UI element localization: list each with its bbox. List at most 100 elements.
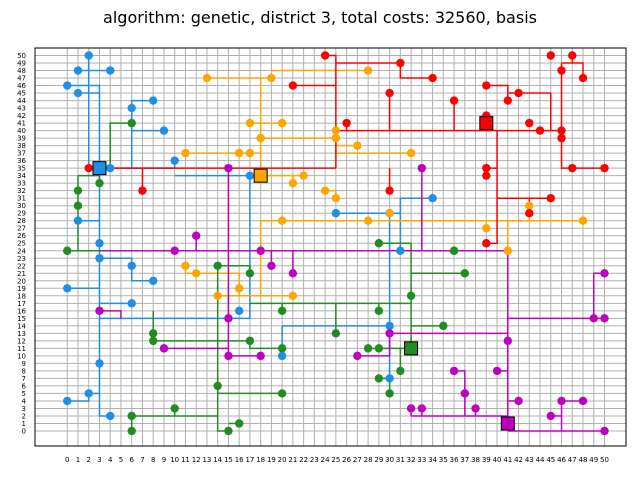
red-house-point (482, 81, 491, 90)
y-tick-label: 43 (17, 105, 26, 113)
y-tick-label: 19 (17, 285, 26, 293)
green-house-point (63, 246, 72, 255)
y-tick-label: 11 (17, 345, 26, 353)
magenta-house-point (191, 231, 201, 240)
x-tick-label: 45 (546, 456, 555, 464)
magenta-house-point (95, 306, 104, 316)
x-tick-label: 11 (181, 456, 190, 464)
magenta-house-point (514, 396, 523, 406)
orange-house-point (525, 201, 534, 210)
y-tick-label: 14 (17, 322, 26, 330)
y-tick-label: 44 (17, 97, 26, 105)
magenta-cable-line (507, 272, 605, 320)
x-tick-label: 34 (428, 456, 437, 464)
y-tick-label: 9 (22, 360, 26, 368)
green-house-point (374, 344, 384, 353)
green-house-point (127, 426, 136, 436)
magenta-house-point (600, 269, 609, 278)
red-house-point (428, 73, 437, 83)
y-tick-label: 22 (17, 262, 26, 270)
red-cable-line (486, 84, 509, 101)
x-tick-label: 22 (299, 456, 308, 464)
y-tick-label: 30 (17, 202, 26, 210)
x-tick-label: 25 (331, 456, 340, 464)
plot-frame (34, 47, 627, 447)
magenta-house-point (353, 351, 362, 361)
orange-house-point (353, 141, 362, 150)
green-house-point (245, 269, 255, 278)
y-tick-label: 36 (17, 157, 26, 165)
y-tick-label: 50 (17, 52, 26, 60)
red-cable-line (560, 63, 605, 169)
x-tick-label: 39 (482, 456, 491, 464)
green-house-point (460, 269, 470, 278)
y-tick-label: 3 (22, 405, 26, 413)
green-house-point (245, 336, 255, 346)
orange-house-point (245, 148, 255, 158)
magenta-house-point (589, 314, 598, 323)
green-cable-line (109, 122, 132, 169)
green-house-point (234, 419, 244, 428)
green-house-point (277, 306, 287, 316)
x-tick-label: 17 (245, 456, 254, 464)
blue-house-point (95, 239, 104, 248)
y-tick-label: 46 (17, 82, 26, 90)
orange-house-point (277, 216, 287, 225)
x-tick-label: 12 (192, 456, 201, 464)
blue-house-point (63, 81, 72, 90)
green-house-point (374, 306, 384, 316)
orange-house-point (213, 291, 222, 301)
blue-house-point (95, 254, 104, 263)
red-house-point (449, 96, 459, 105)
x-tick-label: 15 (224, 456, 233, 464)
x-tick-label: 8 (151, 456, 155, 464)
red-house-point (578, 73, 588, 83)
orange-house-point (503, 246, 512, 255)
x-tick-label: 29 (374, 456, 383, 464)
magenta-house-point (224, 351, 233, 361)
magenta-house-point (224, 163, 233, 173)
magenta-house-point (288, 269, 298, 278)
blue-house-point (106, 66, 115, 75)
x-tick-label: 44 (536, 456, 545, 464)
x-tick-label: 26 (342, 456, 351, 464)
red-house-point (320, 51, 330, 60)
green-house-point (170, 404, 179, 413)
y-tick-label: 13 (17, 330, 26, 338)
red-house-point (557, 126, 566, 135)
x-tick-label: 40 (493, 456, 502, 464)
orange-house-point (202, 73, 212, 83)
y-tick-label: 47 (17, 75, 26, 83)
x-tick-label: 9 (162, 456, 166, 464)
x-tick-label: 18 (256, 456, 265, 464)
magenta-house-point (256, 246, 265, 255)
magenta-house-point (578, 396, 588, 406)
blue-house-point (149, 96, 158, 105)
x-tick-label: 20 (278, 456, 287, 464)
blue-house-point (106, 411, 115, 421)
red-house-point (525, 118, 534, 128)
green-house-point (224, 426, 233, 436)
blue-house-point (428, 193, 437, 203)
x-tick-label: 38 (471, 456, 480, 464)
y-tick-label: 48 (17, 67, 26, 75)
chart-title: algorithm: genetic, district 3, total co… (103, 8, 537, 27)
y-tick-label: 16 (17, 307, 26, 315)
x-tick-label: 47 (568, 456, 577, 464)
green-battery-marker (404, 341, 419, 356)
x-tick-label: 33 (417, 456, 426, 464)
y-tick-label: 15 (17, 315, 26, 323)
orange-house-point (299, 171, 308, 180)
y-tick-label: 2 (22, 412, 26, 420)
orange-house-point (331, 126, 341, 135)
blue-house-point (245, 171, 255, 180)
x-tick-label: 16 (235, 456, 244, 464)
y-tick-label: 21 (17, 270, 26, 278)
green-house-point (331, 329, 341, 338)
blue-house-point (84, 51, 93, 60)
orange-house-point (363, 216, 373, 225)
y-tick-label: 23 (17, 255, 26, 263)
green-house-point (95, 178, 104, 188)
x-tick-label: 30 (385, 456, 394, 464)
blue-house-point (106, 163, 115, 173)
